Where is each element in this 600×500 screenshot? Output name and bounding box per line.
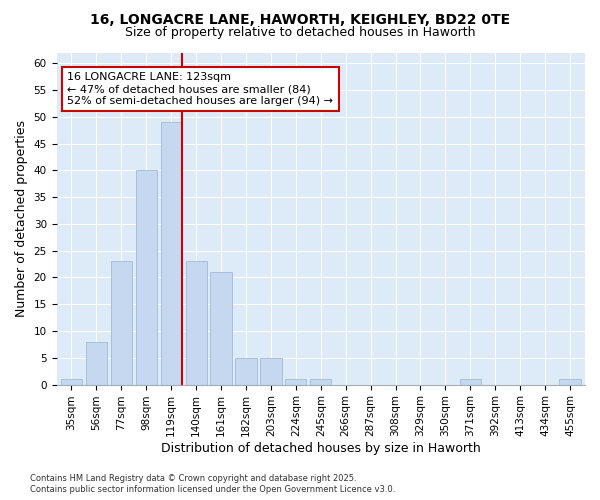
Text: Contains HM Land Registry data © Crown copyright and database right 2025.
Contai: Contains HM Land Registry data © Crown c… — [30, 474, 395, 494]
Bar — [460, 379, 481, 384]
Text: 16, LONGACRE LANE, HAWORTH, KEIGHLEY, BD22 0TE: 16, LONGACRE LANE, HAWORTH, KEIGHLEY, BD… — [90, 12, 510, 26]
Bar — [285, 379, 307, 384]
Bar — [559, 379, 581, 384]
Bar — [211, 272, 232, 384]
Bar — [61, 379, 82, 384]
Bar — [185, 262, 207, 384]
Bar — [235, 358, 257, 384]
Text: Size of property relative to detached houses in Haworth: Size of property relative to detached ho… — [125, 26, 475, 39]
Text: 16 LONGACRE LANE: 123sqm
← 47% of detached houses are smaller (84)
52% of semi-d: 16 LONGACRE LANE: 123sqm ← 47% of detach… — [67, 72, 333, 106]
Bar — [310, 379, 331, 384]
X-axis label: Distribution of detached houses by size in Haworth: Distribution of detached houses by size … — [161, 442, 481, 455]
Bar — [136, 170, 157, 384]
Bar — [111, 262, 132, 384]
Bar — [260, 358, 281, 384]
Bar — [86, 342, 107, 384]
Bar — [161, 122, 182, 384]
Y-axis label: Number of detached properties: Number of detached properties — [15, 120, 28, 317]
